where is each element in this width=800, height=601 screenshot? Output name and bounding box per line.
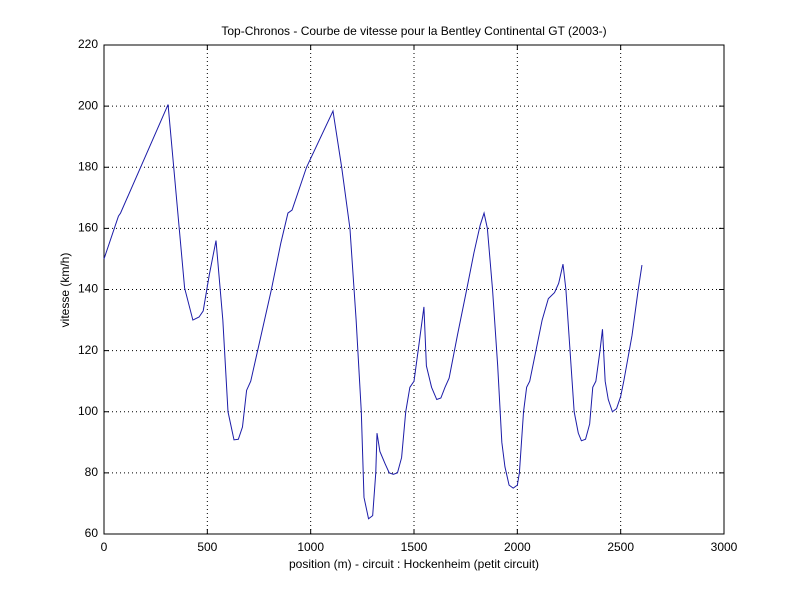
y-tick-label: 60 [85,526,99,540]
chart-title: Top-Chronos - Courbe de vitesse pour la … [221,24,606,38]
y-tick-label: 100 [78,404,98,418]
x-tick-label: 3000 [711,540,738,554]
x-tick-label: 2500 [607,540,634,554]
y-tick-label: 80 [85,465,99,479]
x-tick-label: 1000 [297,540,324,554]
y-tick-label: 180 [78,159,98,173]
y-tick-label: 220 [78,37,98,51]
y-tick-label: 120 [78,343,98,357]
x-tick-label: 1500 [401,540,428,554]
y-tick-label: 200 [78,98,98,112]
y-tick-label: 160 [78,221,98,235]
x-tick-label: 500 [197,540,217,554]
y-tick-label: 140 [78,282,98,296]
x-tick-label: 2000 [504,540,531,554]
x-axis-label: position (m) - circuit : Hockenheim (pet… [289,557,539,571]
data-line [103,104,643,520]
y-axis-label: vitesse (km/h) [58,253,72,328]
x-tick-label: 0 [101,540,108,554]
